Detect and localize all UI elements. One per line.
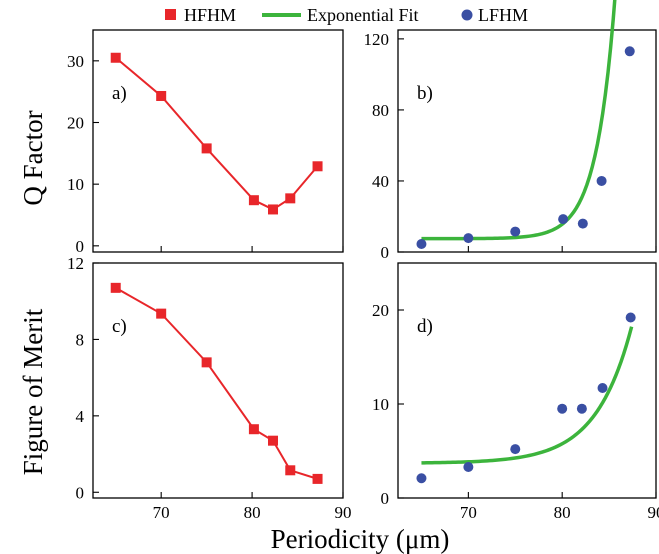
panel-c-x-tick-label: 80 [244, 503, 261, 522]
panel-b-data-point [577, 218, 588, 229]
panel-c-data-point [248, 424, 259, 435]
panel-c-x-tick-label: 70 [153, 503, 170, 522]
y-axis-title-top: Q Factor [18, 110, 48, 205]
panel-a-data-point [312, 161, 323, 172]
panel-d-data-point [576, 403, 587, 414]
panel-d-data-point [625, 312, 636, 323]
panel-b: 0 40 80 120 b) [364, 0, 657, 262]
panel-c-y-tick-label: 4 [76, 407, 85, 426]
panel-a-data-point [201, 143, 212, 154]
panel-b-exponential-fit-line [421, 0, 617, 241]
panel-d-x-tick-label: 70 [460, 503, 477, 522]
panel-a-y-tick-label: 20 [67, 114, 84, 133]
panel-b-data-point [510, 226, 521, 237]
panel-d-label: d) [417, 316, 433, 337]
panel-a-label: a) [112, 83, 127, 104]
panel-b-data-point [596, 175, 607, 186]
panel-d-data-point [597, 383, 608, 394]
panel-c-y-tick-label: 12 [67, 254, 84, 273]
panel-d-data-point [416, 473, 427, 484]
panel-d-y-tick-label: 0 [381, 489, 390, 508]
panel-c-frame [92, 262, 344, 499]
panel-a-y-tick-label: 0 [76, 237, 85, 256]
panel-d-y-tick-label: 20 [372, 301, 389, 320]
panel-c-y-tick-label: 0 [76, 483, 85, 502]
panel-b-data-point [558, 214, 569, 225]
legend-lfhm-label: LFHM [478, 5, 528, 25]
panel-d-data-point [463, 461, 474, 472]
panel-c-data-point [201, 357, 212, 368]
panel-c-data-point [156, 308, 167, 319]
panel-a-data-point [110, 52, 121, 63]
x-axis-title: Periodicity (μm) [271, 524, 450, 554]
panel-c-series-line [115, 286, 318, 480]
legend-lfhm-marker [461, 9, 473, 21]
panel-b-frame [397, 29, 657, 253]
panel-d-x-tick-label: 90 [648, 503, 659, 522]
panel-b-data-point [624, 46, 635, 57]
panel-d-data-point [557, 403, 568, 414]
panel-c: 70 80 90 0 4 8 12 c) [67, 254, 352, 522]
panel-b-y-tick-label: 120 [364, 30, 390, 49]
legend-hfhm-marker [165, 9, 176, 20]
panel-c-data-point [312, 473, 323, 484]
panel-c-x-tick-label: 90 [335, 503, 352, 522]
legend-fit-label: Exponential Fit [307, 5, 419, 25]
panel-d-data-point [510, 444, 521, 455]
legend: HFHM Exponential Fit LFHM [165, 5, 528, 25]
panel-b-y-tick-label: 0 [381, 243, 390, 262]
panel-d: 70 80 90 0 10 20 d) [372, 262, 659, 522]
panel-c-label: c) [112, 316, 127, 337]
panel-b-y-tick-label: 80 [372, 101, 389, 120]
panel-a-data-point [156, 90, 167, 101]
panel-b-y-tick-label: 40 [372, 172, 389, 191]
panel-b-data-point [463, 233, 474, 244]
panel-a-data-point [268, 204, 278, 215]
legend-hfhm-label: HFHM [184, 5, 236, 25]
panel-a-frame [92, 29, 344, 253]
panel-c-data-point [110, 282, 121, 293]
panel-b-data-point [416, 239, 427, 250]
panel-a-data-point [285, 193, 296, 204]
y-axis-title-bottom: Figure of Merit [18, 308, 48, 475]
panel-c-data-point [285, 465, 296, 476]
panel-c-y-tick-label: 8 [76, 330, 85, 349]
panel-d-exponential-fit-line [421, 326, 634, 465]
panel-d-x-tick-label: 80 [554, 503, 571, 522]
panel-a-data-point [248, 195, 259, 206]
panel-d-frame [397, 262, 657, 499]
panel-a-y-tick-label: 10 [67, 175, 84, 194]
panel-a: 0 10 20 30 a) [67, 29, 344, 256]
panels: 0 10 20 30 a) 0 40 80 120 b) 70 80 90 0 4 8 12 c) 70 80 90 0 1… [67, 0, 659, 522]
panel-d-y-tick-label: 10 [372, 395, 389, 414]
panel-a-series-line [115, 56, 319, 211]
panel-c-data-point [268, 435, 278, 446]
panel-a-y-tick-label: 30 [67, 52, 84, 71]
panel-b-label: b) [417, 83, 433, 104]
